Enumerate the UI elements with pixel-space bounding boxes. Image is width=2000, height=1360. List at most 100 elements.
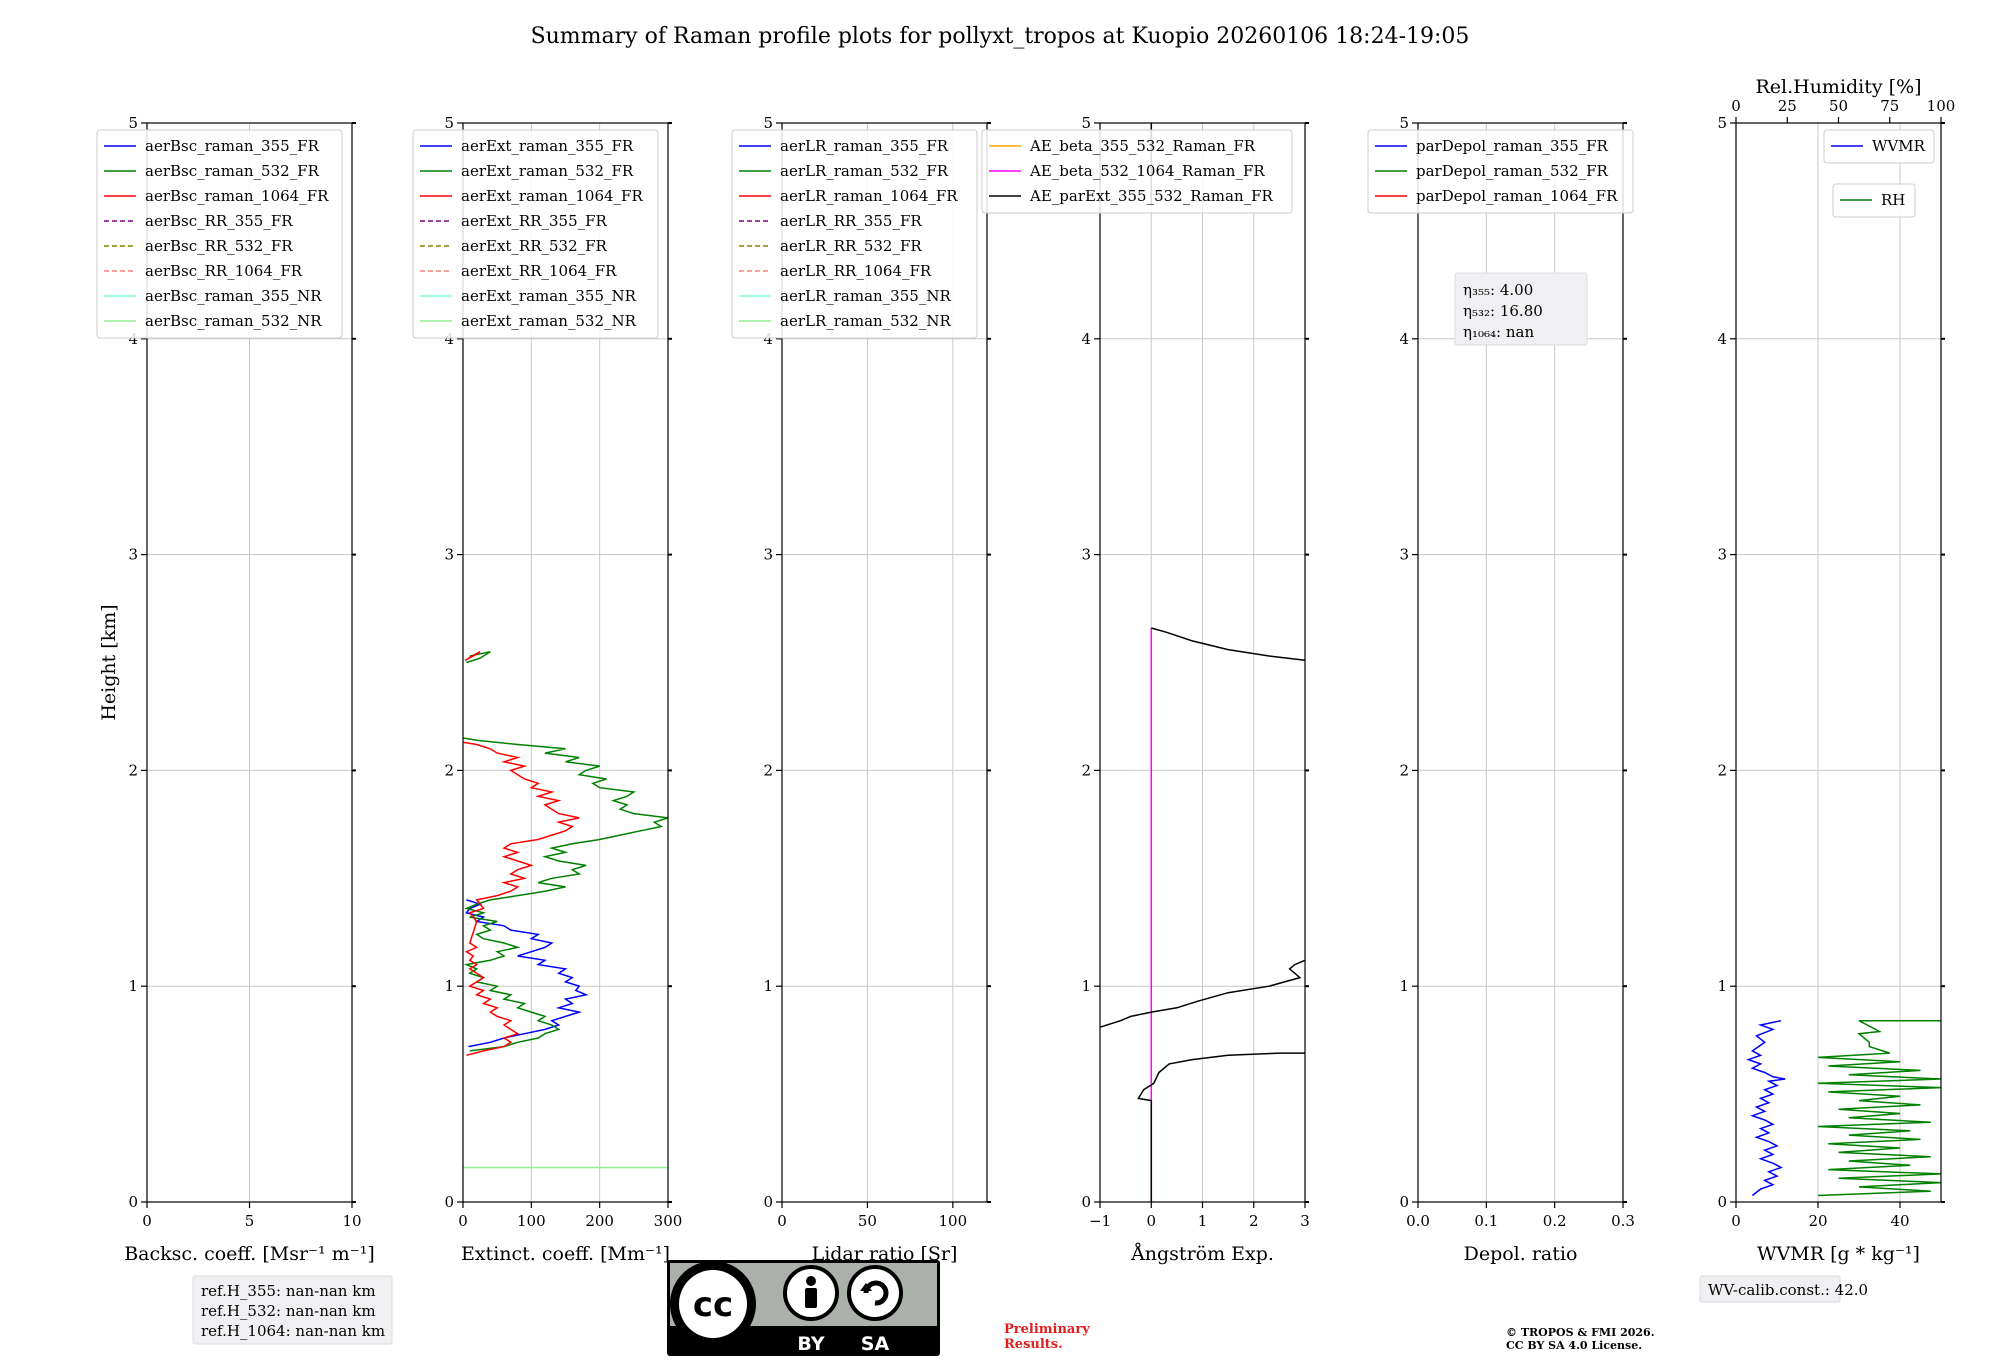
- x-tick-label: 0: [777, 1212, 787, 1230]
- legend-entry: aerLR_raman_1064_FR: [780, 187, 958, 205]
- y-tick-label: 3: [444, 546, 454, 564]
- y-tick-label: 1: [128, 977, 138, 995]
- wv-calib-box: WV-calib.const.: 42.0: [1699, 1275, 1868, 1303]
- y-tick-label: 5: [128, 114, 138, 132]
- ref-height-1064: ref.H_1064: nan-nan km: [201, 1322, 385, 1340]
- y-tick-label: 4: [1399, 330, 1409, 348]
- y-tick-label: 5: [444, 114, 454, 132]
- legend-entry: aerLR_RR_355_FR: [780, 212, 922, 230]
- legend: aerExt_raman_355_FR aerExt_raman_532_FRae…: [412, 129, 659, 339]
- y-tick-label: 1: [763, 977, 773, 995]
- legend-entry: parDepol_raman_1064_FR: [1416, 187, 1618, 205]
- legend-entry: aerExt_RR_1064_FR: [461, 262, 617, 280]
- top-x-tick-label: 50: [1829, 97, 1848, 115]
- series-line-ext-3: [466, 650, 491, 664]
- axes-frame: [1417, 122, 1624, 1203]
- axes-frame: [781, 122, 988, 1203]
- x-axis-label: Backsc. coeff. [Msr⁻¹ m⁻¹]: [124, 1243, 375, 1265]
- x-axis-label: Extinct. coeff. [Mm⁻¹]: [461, 1243, 670, 1265]
- legend-entry: aerBsc_raman_355_NR: [145, 287, 322, 305]
- legend-entry: aerBsc_raman_1064_FR: [145, 187, 329, 205]
- y-tick-label: 5: [1081, 114, 1091, 132]
- series-line-ext-2: [462, 741, 580, 1057]
- y-tick-label: 0: [128, 1193, 138, 1211]
- top-x-axis-label: Rel.Humidity [%]: [1755, 76, 1921, 98]
- ref-height-355: ref.H_355: nan-nan km: [201, 1282, 376, 1300]
- series-line-ext-0: [465, 899, 589, 1048]
- figure-title: Summary of Raman profile plots for polly…: [531, 24, 1470, 49]
- y-tick-label: 1: [444, 977, 454, 995]
- y-tick-label: 0: [444, 1193, 454, 1211]
- panel-depol: 0.0 0.1 0.2 0.3 0 1 2 3 4 5 Depol. ratio parDepol_r…: [1367, 114, 1635, 1265]
- legend: aerLR_raman_355_FR aerLR_raman_532_FR aerL…: [731, 129, 978, 339]
- eta-box-bg: [1454, 272, 1588, 346]
- legend-entry: aerExt_raman_532_NR: [461, 312, 637, 330]
- legend-entry: aerExt_raman_355_NR: [461, 287, 637, 305]
- legend-entry: aerLR_raman_355_NR: [780, 287, 951, 305]
- x-axis-label: Ångström Exp.: [1130, 1243, 1274, 1265]
- series-line-ext-1: [462, 737, 669, 1052]
- legend: AE_beta_355_532_Raman_FR AE_beta_532_1064…: [981, 129, 1293, 214]
- legend: aerBsc_raman_355_FR aerBsc_raman_532_FRae…: [96, 129, 343, 339]
- top-x-tick-label: 0: [1731, 97, 1741, 115]
- y-tick-label: 2: [1399, 761, 1409, 779]
- x-tick-label: 0.0: [1406, 1212, 1430, 1230]
- legend-entry: parDepol_raman_355_FR: [1416, 137, 1609, 155]
- x-tick-label: 40: [1890, 1212, 1909, 1230]
- copyright-line1: © TROPOS & FMI 2026.: [1506, 1326, 1655, 1339]
- legend-entry: aerLR_raman_355_FR: [780, 137, 949, 155]
- y-tick-label: 1: [1081, 977, 1091, 995]
- legend-entry: aerBsc_raman_355_FR: [145, 137, 320, 155]
- legend-entry: aerBsc_RR_532_FR: [145, 237, 293, 255]
- panel-ext: 0 100 200 300 0 1 2 3 4 5 Extinct. coeff. [Mm⁻¹] ae…: [412, 114, 683, 1265]
- legend-box: [1367, 129, 1634, 214]
- legend: parDepol_raman_355_FR parDepol_raman_532_…: [1367, 129, 1634, 214]
- legend-box: [981, 129, 1293, 214]
- x-tick-label: 3: [1300, 1212, 1310, 1230]
- y-tick-label: 3: [1717, 546, 1727, 564]
- axes-frame: [1735, 122, 1942, 1203]
- x-tick-label: 5: [245, 1212, 255, 1230]
- series-line-wv-1: [1817, 1019, 1942, 1197]
- y-tick-label: 2: [1081, 761, 1091, 779]
- legend-entry: aerExt_raman_1064_FR: [461, 187, 643, 205]
- legend-entry: aerLR_raman_532_NR: [780, 312, 951, 330]
- y-tick-label: 2: [1717, 761, 1727, 779]
- y-tick-label: 0: [1717, 1193, 1727, 1211]
- y-tick-label: 0: [763, 1193, 773, 1211]
- y-tick-label: 0: [1081, 1193, 1091, 1211]
- legend-entry: aerExt_raman_355_FR: [461, 137, 634, 155]
- series-line-ae-1: [1137, 1052, 1305, 1202]
- x-tick-label: 0.2: [1543, 1212, 1567, 1230]
- legend-box: [412, 129, 659, 339]
- x-tick-label: 0: [458, 1212, 468, 1230]
- y-tick-label: 4: [1081, 330, 1091, 348]
- axes-frame: [462, 122, 669, 1203]
- legend-entry: aerBsc_raman_532_FR: [145, 162, 320, 180]
- y-tick-label: 4: [128, 330, 138, 348]
- x-axis-label: WVMR [g * kg⁻¹]: [1757, 1243, 1920, 1265]
- panel-bsc: 0 5 10 0 1 2 3 4 5 Backsc. coeff. [Msr⁻¹ m⁻¹] aerB…: [96, 114, 375, 1265]
- x-tick-label: 100: [939, 1212, 968, 1230]
- series-line-wv-0: [1746, 1019, 1786, 1197]
- ref-height-532: ref.H_532: nan-nan km: [201, 1302, 376, 1320]
- y-tick-label: 4: [763, 330, 773, 348]
- top-x-tick-label: 25: [1778, 97, 1797, 115]
- y-tick-label: 3: [1399, 546, 1409, 564]
- y-tick-label: 2: [128, 761, 138, 779]
- eta-value: η₁₀₆₄: nan: [1463, 323, 1534, 341]
- x-tick-label: 20: [1808, 1212, 1827, 1230]
- x-tick-label: 100: [517, 1212, 546, 1230]
- legend-entry: aerBsc_RR_355_FR: [145, 212, 293, 230]
- x-tick-label: 0: [1731, 1212, 1741, 1230]
- x-tick-label: 0.3: [1611, 1212, 1635, 1230]
- legend-entry: aerBsc_raman_532_NR: [145, 312, 322, 330]
- panel-wv: 0 20 40 0 1 2 3 4 5 WVMR [g * kg⁻¹] 0 25 50 75 100 Rel.…: [1717, 76, 1955, 1265]
- preliminary-line2: Results.: [1004, 1337, 1063, 1352]
- series-line-ext-4: [464, 651, 481, 661]
- panel-lr: 0 50 100 0 1 2 3 4 5 Lidar ratio [Sr] aerLR_raman_…: [731, 114, 991, 1265]
- x-tick-label: 300: [654, 1212, 683, 1230]
- license-sa-label: SA: [861, 1333, 890, 1355]
